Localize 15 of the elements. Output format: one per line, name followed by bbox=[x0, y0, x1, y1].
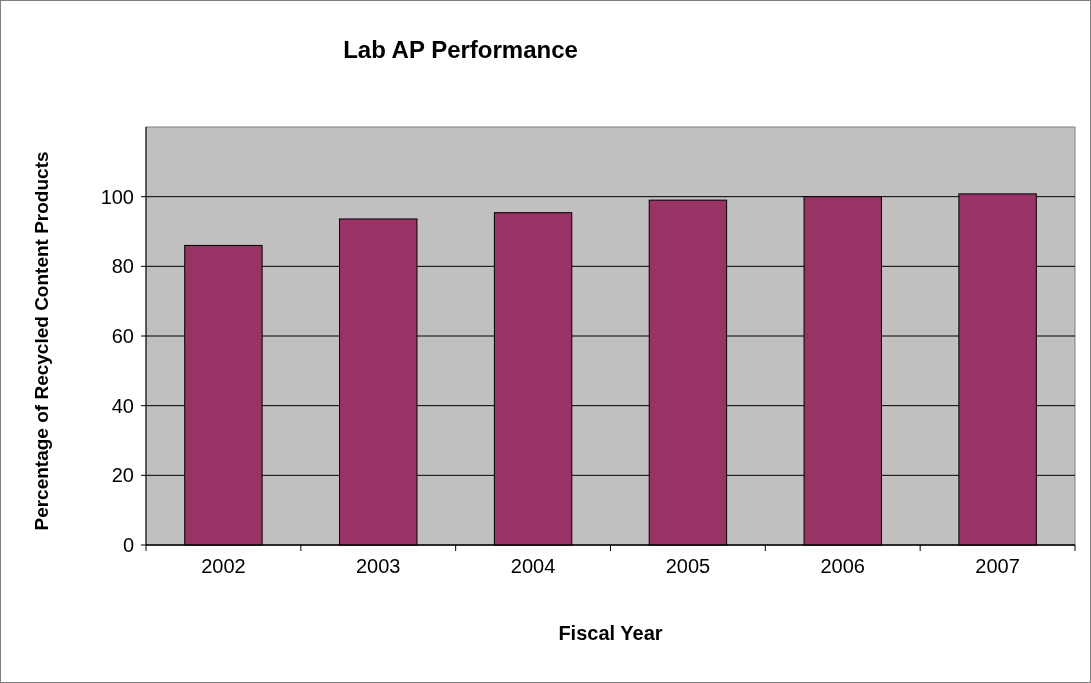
y-tick-label: 100 bbox=[100, 185, 134, 208]
x-axis-title: Fiscal Year bbox=[558, 622, 663, 644]
y-tick-label: 80 bbox=[111, 255, 134, 278]
chart-title: Lab AP Performance bbox=[343, 36, 578, 63]
y-tick-label: 0 bbox=[122, 534, 134, 556]
x-tick-label: 2003 bbox=[356, 555, 401, 577]
y-tick-label: 60 bbox=[111, 325, 134, 347]
x-tick-label: 2006 bbox=[820, 555, 865, 577]
x-tick-label: 2002 bbox=[201, 555, 246, 577]
x-tick-label: 2005 bbox=[665, 555, 711, 577]
x-tick-label: 2004 bbox=[510, 555, 556, 577]
y-tick-label: 40 bbox=[111, 394, 134, 417]
y-axis-title: Percentage of Recycled Content Products bbox=[31, 151, 52, 531]
x-tick-label: 2007 bbox=[975, 555, 1020, 577]
y-tick-label: 20 bbox=[111, 464, 134, 487]
